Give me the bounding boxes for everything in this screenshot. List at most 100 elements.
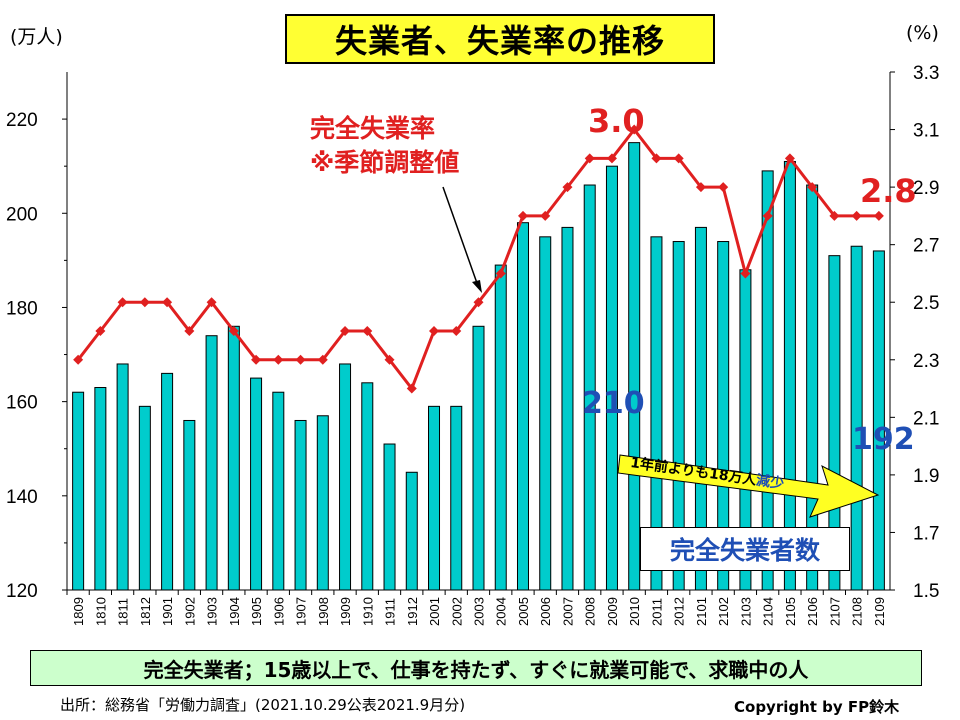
rate-point-2008 xyxy=(584,153,595,164)
bar-2009 xyxy=(605,165,618,591)
count-last-label: 192 xyxy=(852,422,915,457)
rate-point-1903 xyxy=(206,297,217,308)
x-tick-label-1907: 1907 xyxy=(294,597,309,626)
rate-point-1911 xyxy=(384,354,395,365)
x-tick-label-1809: 1809 xyxy=(71,597,86,626)
rate-series-label: 完全失業率 ※季節調整値 xyxy=(310,112,459,180)
rate-label-line2: ※季節調整値 xyxy=(310,148,460,177)
count-peak-label: 210 xyxy=(582,386,645,421)
bar-1905 xyxy=(250,377,263,591)
right-tick-label: 3.3 xyxy=(913,63,939,84)
pointer-arrow-head xyxy=(472,280,482,293)
rate-point-1907 xyxy=(295,354,306,365)
x-tick-label-1908: 1908 xyxy=(316,597,331,626)
x-tick-label-2002: 2002 xyxy=(449,597,464,626)
bar-2007 xyxy=(561,226,574,591)
big-arrow xyxy=(617,454,880,518)
bar-2109 xyxy=(872,250,885,591)
rate-point-1812 xyxy=(139,297,150,308)
rate-point-2101 xyxy=(695,182,706,193)
copyright: Copyright by FP鈴木 xyxy=(734,698,900,716)
x-tick-label-1910: 1910 xyxy=(360,597,375,626)
x-tick-label-1909: 1909 xyxy=(338,597,353,626)
right-tick-label: 3.1 xyxy=(913,121,939,142)
x-tick-label-2106: 2106 xyxy=(805,597,820,626)
x-tick-label-2009: 2009 xyxy=(605,597,620,626)
x-tick-label-2107: 2107 xyxy=(827,597,842,626)
x-tick-label-2102: 2102 xyxy=(716,597,731,626)
x-tick-label-1904: 1904 xyxy=(227,597,242,626)
rate-point-2001 xyxy=(429,326,440,336)
x-tick-label-1905: 1905 xyxy=(249,597,264,626)
legend-unemployed: 完全失業者数 xyxy=(640,527,850,571)
bar-1911 xyxy=(383,443,396,591)
x-tick-label-2109: 2109 xyxy=(872,597,887,626)
right-tick-label: 1.7 xyxy=(913,523,939,544)
bar-1811 xyxy=(116,363,129,591)
rate-point-1909 xyxy=(340,326,351,336)
bar-2004 xyxy=(494,264,507,591)
rate-point-2011 xyxy=(651,153,662,164)
bar-2002 xyxy=(450,405,463,591)
left-tick-label: 180 xyxy=(6,298,38,319)
bar-1912 xyxy=(405,471,418,591)
rate-label-line1: 完全失業率 xyxy=(310,114,436,143)
chart-title: 失業者、失業率の推移 xyxy=(285,14,715,64)
bar-2010 xyxy=(628,142,641,591)
rate-point-2104 xyxy=(762,210,773,221)
right-tick-label: 2.5 xyxy=(913,293,939,314)
bar-2001 xyxy=(428,405,441,591)
x-tick-label-2108: 2108 xyxy=(850,597,865,626)
x-tick-label-1911: 1911 xyxy=(383,598,398,626)
right-tick-label: 2.9 xyxy=(913,178,939,199)
left-tick-label: 220 xyxy=(6,110,38,131)
x-tick-label-1811: 1811 xyxy=(116,598,131,626)
right-tick-label: 1.9 xyxy=(913,466,939,487)
x-tick-label-2011: 2011 xyxy=(649,598,664,626)
rate-point-2009 xyxy=(606,153,617,164)
bar-2005 xyxy=(516,222,529,591)
rate-point-1809 xyxy=(73,354,84,365)
left-tick-label: 160 xyxy=(6,393,38,414)
bar-2105 xyxy=(783,160,796,591)
bar-2003 xyxy=(472,325,485,591)
rate-point-1912 xyxy=(406,383,417,394)
rate-point-2107 xyxy=(829,210,840,221)
rate-point-1810 xyxy=(95,326,106,336)
bar-1909 xyxy=(339,363,352,591)
rate-point-2012 xyxy=(673,153,684,164)
rate-series xyxy=(73,124,884,394)
x-tick-label-1810: 1810 xyxy=(93,597,108,626)
pointer-arrow-line xyxy=(442,186,479,287)
bar-1906 xyxy=(272,391,285,591)
rate-point-2108 xyxy=(851,210,862,221)
bar-1903 xyxy=(205,335,218,591)
x-tick-label-2001: 2001 xyxy=(427,597,442,626)
x-tick-label-2003: 2003 xyxy=(472,597,487,626)
rate-point-2109 xyxy=(873,210,884,221)
rate-point-2105 xyxy=(784,153,795,164)
bar-1902 xyxy=(183,419,196,591)
left-tick-label: 120 xyxy=(6,581,38,602)
rate-point-1811 xyxy=(117,297,128,308)
rate-point-2010 xyxy=(629,124,640,135)
axes: 120 140 160 180 200 220 1.5 1.7 1.9 2.1 2.3 2.5 2.7 2… xyxy=(6,63,939,602)
rate-point-2005 xyxy=(517,210,528,221)
x-tick-labels: 1809 1810 1811 1812 1901 1902 1903 1904 1905 1906… xyxy=(71,597,887,626)
rate-point-1910 xyxy=(362,326,373,336)
rate-point-2006 xyxy=(540,210,551,221)
x-tick-label-1903: 1903 xyxy=(205,597,220,626)
left-axis-unit: (万人) xyxy=(10,26,63,48)
bar-1904 xyxy=(227,325,240,591)
rate-point-2103 xyxy=(740,268,751,279)
rate-point-1905 xyxy=(251,354,262,365)
x-tick-label-2101: 2101 xyxy=(694,597,709,626)
rate-point-1908 xyxy=(317,354,328,365)
x-tick-label-2007: 2007 xyxy=(560,597,575,626)
rate-point-1906 xyxy=(273,354,284,365)
bar-2108 xyxy=(850,245,863,591)
rate-point-2004 xyxy=(495,268,506,279)
x-tick-label-1912: 1912 xyxy=(405,597,420,626)
rate-point-1901 xyxy=(162,297,173,308)
